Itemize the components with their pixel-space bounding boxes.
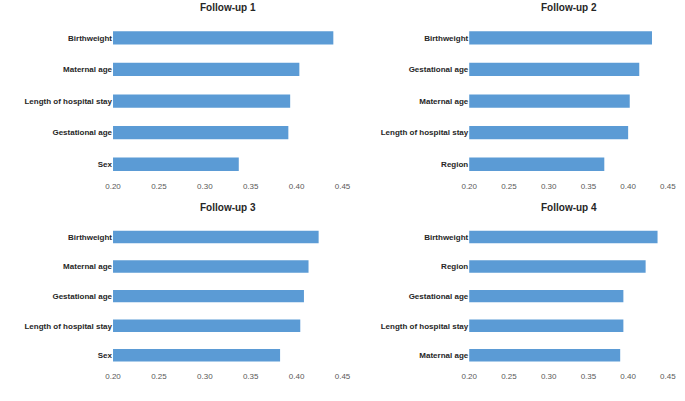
svg-text:0.35: 0.35 bbox=[243, 372, 259, 381]
svg-text:0.45: 0.45 bbox=[660, 182, 676, 191]
svg-text:0.45: 0.45 bbox=[335, 182, 351, 191]
svg-text:0.40: 0.40 bbox=[289, 372, 305, 381]
svg-text:Gestational age: Gestational age bbox=[409, 292, 469, 301]
svg-text:0.30: 0.30 bbox=[541, 372, 557, 381]
svg-text:Birthweight: Birthweight bbox=[424, 34, 468, 43]
svg-text:Region: Region bbox=[441, 262, 468, 271]
svg-text:0.40: 0.40 bbox=[289, 182, 305, 191]
svg-text:0.25: 0.25 bbox=[501, 372, 517, 381]
svg-text:Maternal age: Maternal age bbox=[419, 351, 468, 360]
svg-text:Gestational age: Gestational age bbox=[52, 292, 112, 301]
svg-text:0.30: 0.30 bbox=[197, 372, 213, 381]
svg-text:Region: Region bbox=[441, 160, 468, 169]
svg-text:0.25: 0.25 bbox=[151, 182, 167, 191]
svg-text:0.30: 0.30 bbox=[541, 182, 557, 191]
svg-text:Follow-up 4: Follow-up 4 bbox=[541, 202, 597, 213]
svg-text:Length of hospital stay: Length of hospital stay bbox=[381, 128, 469, 137]
svg-text:0.25: 0.25 bbox=[151, 372, 167, 381]
svg-text:Length of hospital stay: Length of hospital stay bbox=[381, 322, 469, 331]
svg-text:0.45: 0.45 bbox=[335, 372, 351, 381]
svg-text:0.45: 0.45 bbox=[660, 372, 676, 381]
svg-text:0.25: 0.25 bbox=[501, 182, 517, 191]
svg-text:Follow-up 3: Follow-up 3 bbox=[200, 202, 256, 213]
svg-text:Maternal age: Maternal age bbox=[63, 262, 112, 271]
svg-text:Gestational age: Gestational age bbox=[52, 128, 112, 137]
svg-text:0.35: 0.35 bbox=[581, 372, 597, 381]
svg-text:Birthweight: Birthweight bbox=[424, 233, 468, 242]
svg-text:Sex: Sex bbox=[98, 351, 113, 360]
svg-text:Sex: Sex bbox=[98, 160, 113, 169]
svg-text:Gestational age: Gestational age bbox=[409, 65, 469, 74]
svg-text:Follow-up 2: Follow-up 2 bbox=[541, 2, 597, 13]
svg-text:Follow-up 1: Follow-up 1 bbox=[200, 2, 256, 13]
svg-text:0.20: 0.20 bbox=[105, 372, 121, 381]
svg-text:0.35: 0.35 bbox=[243, 182, 259, 191]
svg-text:0.40: 0.40 bbox=[620, 372, 636, 381]
svg-text:0.20: 0.20 bbox=[105, 182, 121, 191]
svg-text:Maternal age: Maternal age bbox=[63, 65, 112, 74]
svg-text:Length of hospital stay: Length of hospital stay bbox=[24, 322, 112, 331]
svg-text:0.20: 0.20 bbox=[461, 182, 477, 191]
svg-text:Length of hospital stay: Length of hospital stay bbox=[24, 97, 112, 106]
svg-text:0.35: 0.35 bbox=[581, 182, 597, 191]
svg-text:Birthweight: Birthweight bbox=[68, 34, 112, 43]
svg-text:Birthweight: Birthweight bbox=[68, 233, 112, 242]
svg-text:0.30: 0.30 bbox=[197, 182, 213, 191]
svg-text:Maternal age: Maternal age bbox=[419, 97, 468, 106]
svg-text:0.20: 0.20 bbox=[461, 372, 477, 381]
svg-text:0.40: 0.40 bbox=[620, 182, 636, 191]
